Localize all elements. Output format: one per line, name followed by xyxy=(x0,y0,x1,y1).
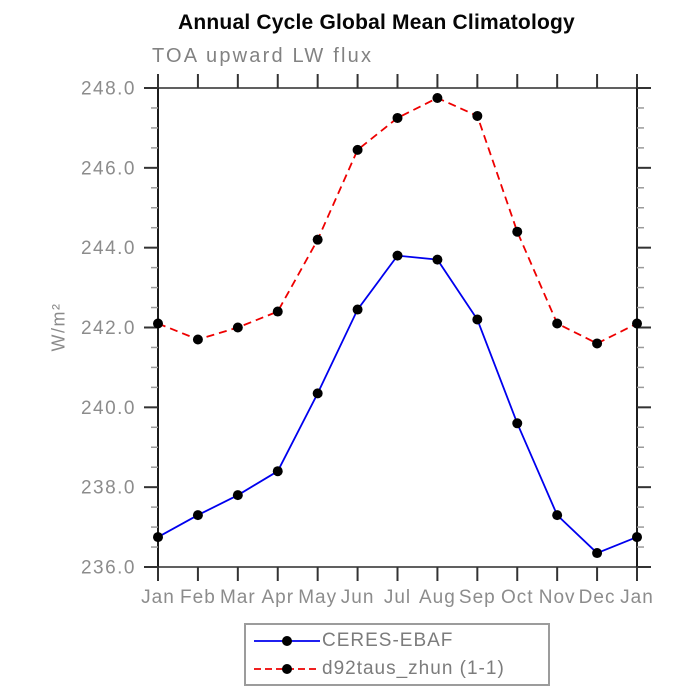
svg-text:Jan: Jan xyxy=(620,587,654,608)
svg-text:248.0: 248.0 xyxy=(81,79,136,100)
svg-text:240.0: 240.0 xyxy=(81,398,136,419)
svg-text:May: May xyxy=(298,587,337,608)
legend-label: CERES-EBAF xyxy=(322,630,454,651)
svg-text:246.0: 246.0 xyxy=(81,158,136,179)
svg-text:Feb: Feb xyxy=(180,587,216,608)
chart-title: Annual Cycle Global Mean Climatology xyxy=(178,11,575,34)
legend-line-sample-icon xyxy=(254,664,320,674)
svg-text:Jul: Jul xyxy=(384,587,411,608)
svg-text:244.0: 244.0 xyxy=(81,238,136,259)
svg-text:Dec: Dec xyxy=(579,587,616,608)
legend-item-d92taus: d92taus_zhun (1-1) xyxy=(246,655,548,683)
legend-item-ceres: CERES-EBAF xyxy=(246,627,548,655)
svg-text:Aug: Aug xyxy=(419,587,456,608)
svg-text:Mar: Mar xyxy=(220,587,256,608)
svg-text:238.0: 238.0 xyxy=(81,478,136,499)
svg-text:Sep: Sep xyxy=(459,587,496,608)
svg-text:Jun: Jun xyxy=(341,587,375,608)
svg-text:Apr: Apr xyxy=(261,587,294,608)
svg-text:242.0: 242.0 xyxy=(81,318,136,339)
legend-line-sample-icon xyxy=(254,636,320,646)
chart-subtitle: TOA upward LW flux xyxy=(152,45,374,67)
svg-text:Nov: Nov xyxy=(539,587,576,608)
svg-text:Jan: Jan xyxy=(141,587,175,608)
legend-box: CERES-EBAF d92taus_zhun (1-1) xyxy=(244,623,550,686)
svg-text:Oct: Oct xyxy=(501,587,534,608)
svg-text:236.0: 236.0 xyxy=(81,558,136,579)
legend-label: d92taus_zhun (1-1) xyxy=(322,658,505,679)
